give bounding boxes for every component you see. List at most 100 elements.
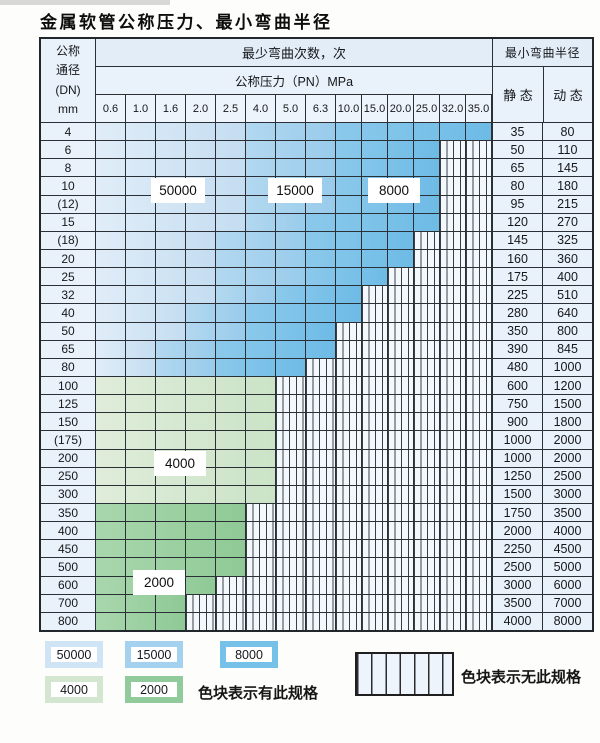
no-spec-cell xyxy=(440,286,466,304)
no-spec-cell xyxy=(336,522,362,540)
grid-cell xyxy=(306,322,336,340)
dynamic-radius-cell: 3000 xyxy=(543,485,592,503)
no-spec-cell xyxy=(306,594,336,612)
grid-cell xyxy=(156,376,186,395)
no-spec-cell xyxy=(336,467,362,485)
grid-cell xyxy=(96,141,126,159)
legend-no-spec-label: 色块表示无此规格 xyxy=(461,669,582,686)
no-spec-cell xyxy=(440,195,466,213)
spec-zone-green-light xyxy=(96,485,276,503)
grid-cell xyxy=(466,123,492,141)
dynamic-radius-cell: 5000 xyxy=(543,558,592,576)
grid-cell xyxy=(216,159,246,177)
no-spec-cell xyxy=(336,503,362,522)
grid-cell xyxy=(336,195,362,213)
no-spec-cell xyxy=(414,376,440,395)
grid-cell xyxy=(246,413,276,431)
static-radius-cell: 225 xyxy=(492,286,543,304)
grid-cell xyxy=(216,395,246,413)
grid-cell xyxy=(216,376,246,395)
grid-cell xyxy=(306,286,336,304)
no-spec-cell xyxy=(362,322,388,340)
grid-cell xyxy=(156,195,186,213)
no-spec-cell xyxy=(336,340,362,358)
no-spec-cell xyxy=(414,558,440,576)
grid-cell xyxy=(126,231,156,249)
pressure-tick: 2.5 xyxy=(216,95,246,122)
grid-cell xyxy=(186,213,216,231)
grid-cell xyxy=(414,213,440,231)
spec-zone-green-dark xyxy=(96,612,186,630)
spec-zone-blue-light xyxy=(96,304,186,322)
static-radius-cell: 65 xyxy=(492,159,543,177)
no-spec-cell xyxy=(440,467,466,485)
grid-cell xyxy=(96,249,126,268)
grid-cell xyxy=(216,231,246,249)
grid-cell xyxy=(306,304,336,322)
no-spec-cell xyxy=(440,395,466,413)
grid-cell xyxy=(246,159,276,177)
grid-cell xyxy=(126,358,156,376)
static-radius-cell: 3500 xyxy=(492,594,543,612)
grid-cell xyxy=(306,195,336,213)
grid-cell xyxy=(276,159,306,177)
legend-swatch-value: 50000 xyxy=(56,647,92,662)
table-row: 20 160 360 xyxy=(41,249,592,269)
no-spec-cell xyxy=(414,467,440,485)
no-spec-cell xyxy=(336,376,362,395)
no-spec-cell xyxy=(336,395,362,413)
radius-header: 最小弯曲半径 xyxy=(493,39,592,67)
no-spec-cell xyxy=(388,304,414,322)
static-header: 静 态 xyxy=(493,67,544,122)
grid-cell xyxy=(216,485,246,503)
grid-cell xyxy=(276,123,306,141)
no-spec-cell xyxy=(466,249,492,268)
spec-zone-blue-dark xyxy=(306,231,414,249)
no-spec-cell xyxy=(306,395,336,413)
spec-zone-blue-light xyxy=(96,231,216,249)
grid-cell xyxy=(246,213,276,231)
grid-cell xyxy=(186,540,216,558)
grid-cell xyxy=(216,195,246,213)
no-spec-cell xyxy=(216,612,246,630)
dynamic-radius-cell: 8000 xyxy=(543,612,592,630)
spec-zone-blue-light xyxy=(96,141,246,159)
grid-cell xyxy=(216,123,246,141)
grid-cell xyxy=(336,304,362,322)
no-spec-cell xyxy=(246,558,276,576)
table-row: 250 1250 2500 xyxy=(41,467,592,486)
grid-cell xyxy=(186,558,216,576)
no-spec-cell xyxy=(388,268,414,286)
grid-cell xyxy=(216,286,246,304)
grid-cell xyxy=(96,594,126,612)
no-spec-cell xyxy=(362,612,388,630)
grid-cell xyxy=(126,503,156,522)
no-spec-cell xyxy=(466,376,492,395)
grid-cell xyxy=(186,195,216,213)
dn-cell: 500 xyxy=(41,558,96,576)
table-row: 300 1500 3000 xyxy=(41,485,592,504)
spec-zone-blue-dark xyxy=(216,358,306,376)
grid-cell xyxy=(186,123,216,141)
grid-cell xyxy=(156,503,186,522)
grid-cell xyxy=(276,213,306,231)
grid-cell xyxy=(336,159,362,177)
grid-cell xyxy=(156,231,186,249)
spec-zone-green-light xyxy=(96,413,276,431)
no-spec-cell xyxy=(276,576,306,594)
grid-cell xyxy=(156,322,186,340)
grid-cell xyxy=(186,249,216,268)
grid-cell xyxy=(96,286,126,304)
grid-cell xyxy=(156,612,186,630)
table-row: 200 1000 2000 xyxy=(41,449,592,468)
grid-cell xyxy=(186,304,216,322)
no-spec-cell xyxy=(466,449,492,467)
no-spec-cell xyxy=(466,213,492,231)
pressure-tick: 1.0 xyxy=(126,95,156,122)
table-row: 700 3500 7000 xyxy=(41,594,592,613)
dn-cell: 15 xyxy=(41,213,96,231)
no-spec-cell xyxy=(388,594,414,612)
no-spec-cell xyxy=(414,431,440,449)
pressure-tick: 4.0 xyxy=(246,95,276,122)
grid-cell xyxy=(362,231,388,249)
